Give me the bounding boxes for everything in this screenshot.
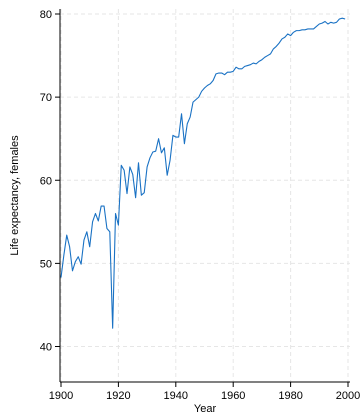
x-tick-label: 1940 — [164, 390, 188, 402]
y-tick-label: 50 — [40, 258, 52, 270]
x-tick-label: 1960 — [221, 390, 245, 402]
y-tick-label: 40 — [40, 342, 52, 354]
series-line — [60, 17, 346, 329]
y-tick-label: 70 — [40, 92, 52, 104]
y-tick-label: 80 — [40, 9, 52, 21]
x-tick-label: 1980 — [278, 390, 302, 402]
axis-layer: 40 50 60 70 80 1900 1920 1940 1960 1980 2000 — [40, 9, 360, 402]
series-layer — [60, 17, 346, 329]
x-tick-label: 1900 — [49, 390, 73, 402]
x-tick-label: 2000 — [336, 390, 360, 402]
grid-layer — [60, 9, 350, 382]
y-tick-label: 60 — [40, 175, 52, 187]
y-axis-title: Life expectancy, females — [9, 135, 21, 256]
x-axis-title: Year — [194, 403, 217, 415]
x-tick-label: 1920 — [106, 390, 130, 402]
